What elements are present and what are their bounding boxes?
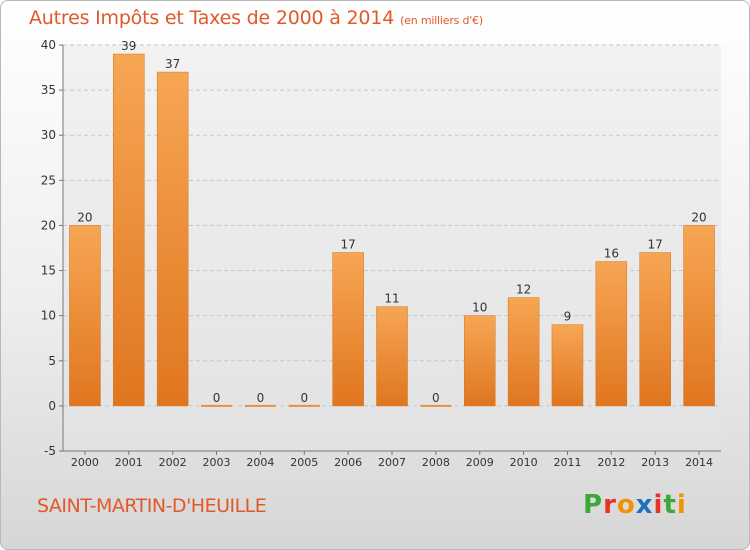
logo-letter: o xyxy=(616,490,636,520)
bar xyxy=(156,71,189,407)
x-tick-label: 2009 xyxy=(466,456,494,469)
y-tick-label: 40 xyxy=(41,38,56,52)
bar xyxy=(595,261,628,407)
x-tick-label: 2002 xyxy=(159,456,187,469)
value-label: 0 xyxy=(432,391,440,405)
value-label: 10 xyxy=(472,301,487,315)
value-label: 20 xyxy=(691,210,706,224)
x-tick-label: 2014 xyxy=(685,456,713,469)
logo-letter: i xyxy=(653,490,664,520)
bar xyxy=(69,225,101,407)
bar xyxy=(639,252,671,407)
y-tick-label: 5 xyxy=(48,354,56,368)
value-label: 16 xyxy=(604,247,619,261)
y-tick-label: 0 xyxy=(48,399,56,413)
y-tick-label: -5 xyxy=(44,444,56,458)
chart-unit: (en milliers d'€) xyxy=(400,14,483,27)
value-label: 20 xyxy=(77,210,92,224)
logo-letter: t xyxy=(663,490,677,520)
bar xyxy=(683,225,715,407)
y-tick-label: 10 xyxy=(41,309,56,323)
value-label: 0 xyxy=(300,391,308,405)
x-tick-label: 2008 xyxy=(422,456,450,469)
bar xyxy=(463,315,496,407)
value-label: 0 xyxy=(257,391,265,405)
value-label: 39 xyxy=(121,39,136,53)
logo-letter: i xyxy=(676,490,687,520)
x-tick-label: 2005 xyxy=(290,456,318,469)
value-label: 17 xyxy=(648,238,663,252)
chart-title-text: Autres Impôts et Taxes de 2000 à 2014 xyxy=(29,7,395,29)
proxiti-logo: Proxiti xyxy=(583,490,687,520)
x-tick-label: 2004 xyxy=(246,456,274,469)
y-tick-label: 30 xyxy=(41,128,56,142)
bar xyxy=(376,306,408,407)
value-label: 11 xyxy=(384,292,399,306)
x-tick-label: 2003 xyxy=(203,456,231,469)
x-tick-label: 2001 xyxy=(115,456,143,469)
logo-letter: x xyxy=(635,490,654,520)
y-tick-label: 35 xyxy=(41,83,56,97)
y-tick-label: 20 xyxy=(41,218,56,232)
value-label: 12 xyxy=(516,283,531,297)
value-label: 9 xyxy=(564,310,572,324)
bar xyxy=(332,252,364,407)
value-labels: 20 39 37 0 0 0 17 11 0 10 12 9 16 17 20 xyxy=(77,39,706,405)
logo-letter: P xyxy=(583,490,604,520)
x-tick-label: 2006 xyxy=(334,456,362,469)
x-tick-label: 2007 xyxy=(378,456,406,469)
bar xyxy=(201,404,233,407)
y-tick-label: 25 xyxy=(41,173,56,187)
bar xyxy=(288,404,320,407)
chart-title: Autres Impôts et Taxes de 2000 à 2014 (en… xyxy=(29,7,483,29)
bar xyxy=(113,53,145,407)
value-label: 37 xyxy=(165,57,180,71)
y-tick-label: 15 xyxy=(41,264,56,278)
bar xyxy=(507,297,540,407)
bar xyxy=(420,404,452,407)
logo-letter: r xyxy=(603,490,617,520)
bar xyxy=(551,324,584,407)
value-label: 0 xyxy=(213,391,221,405)
commune-name: SAINT-MARTIN-D'HEUILLE xyxy=(37,495,267,517)
x-tick-label: 2013 xyxy=(641,456,669,469)
x-tick-label: 2011 xyxy=(553,456,581,469)
value-label: 17 xyxy=(340,238,355,252)
bars xyxy=(69,53,715,407)
x-tick-label: 2010 xyxy=(510,456,538,469)
x-tick-label: 2000 xyxy=(71,456,99,469)
x-tick-label: 2012 xyxy=(597,456,625,469)
bar xyxy=(244,404,276,407)
